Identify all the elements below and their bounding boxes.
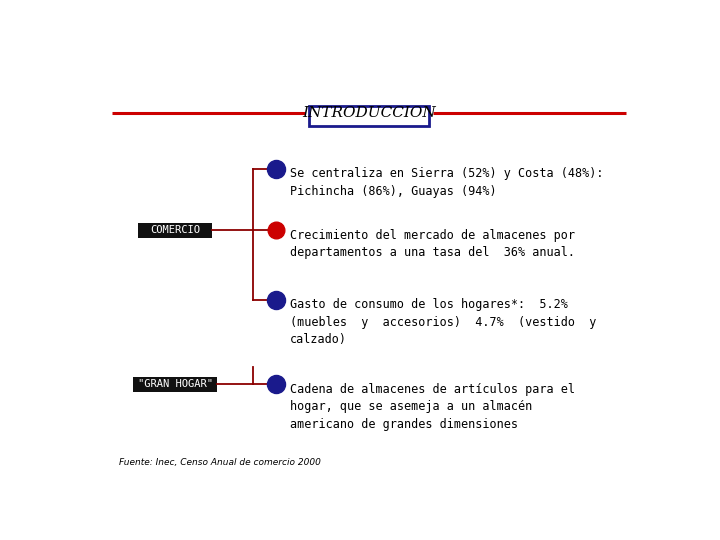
Text: INTRODUCCION: INTRODUCCION: [302, 106, 436, 120]
Text: Cadena de almacenes de artículos para el
hogar, que se asemeja a un almacén
amer: Cadena de almacenes de artículos para el…: [290, 383, 575, 431]
FancyBboxPatch shape: [133, 377, 217, 392]
Text: Gasto de consumo de los hogares*:  5.2%
(muebles  y  accesorios)  4.7%  (vestido: Gasto de consumo de los hogares*: 5.2% (…: [290, 298, 596, 346]
Text: "GRAN HOGAR": "GRAN HOGAR": [138, 379, 212, 389]
FancyBboxPatch shape: [309, 106, 429, 126]
Text: COMERCIO: COMERCIO: [150, 225, 200, 235]
FancyBboxPatch shape: [138, 222, 212, 238]
Text: Se centraliza en Sierra (52%) y Costa (48%):
Pichincha (86%), Guayas (94%): Se centraliza en Sierra (52%) y Costa (4…: [290, 167, 603, 198]
Text: Fuente: Inec, Censo Anual de comercio 2000: Fuente: Inec, Censo Anual de comercio 20…: [120, 457, 321, 467]
Text: Crecimiento del mercado de almacenes por
departamentos a una tasa del  36% anual: Crecimiento del mercado de almacenes por…: [290, 229, 575, 259]
